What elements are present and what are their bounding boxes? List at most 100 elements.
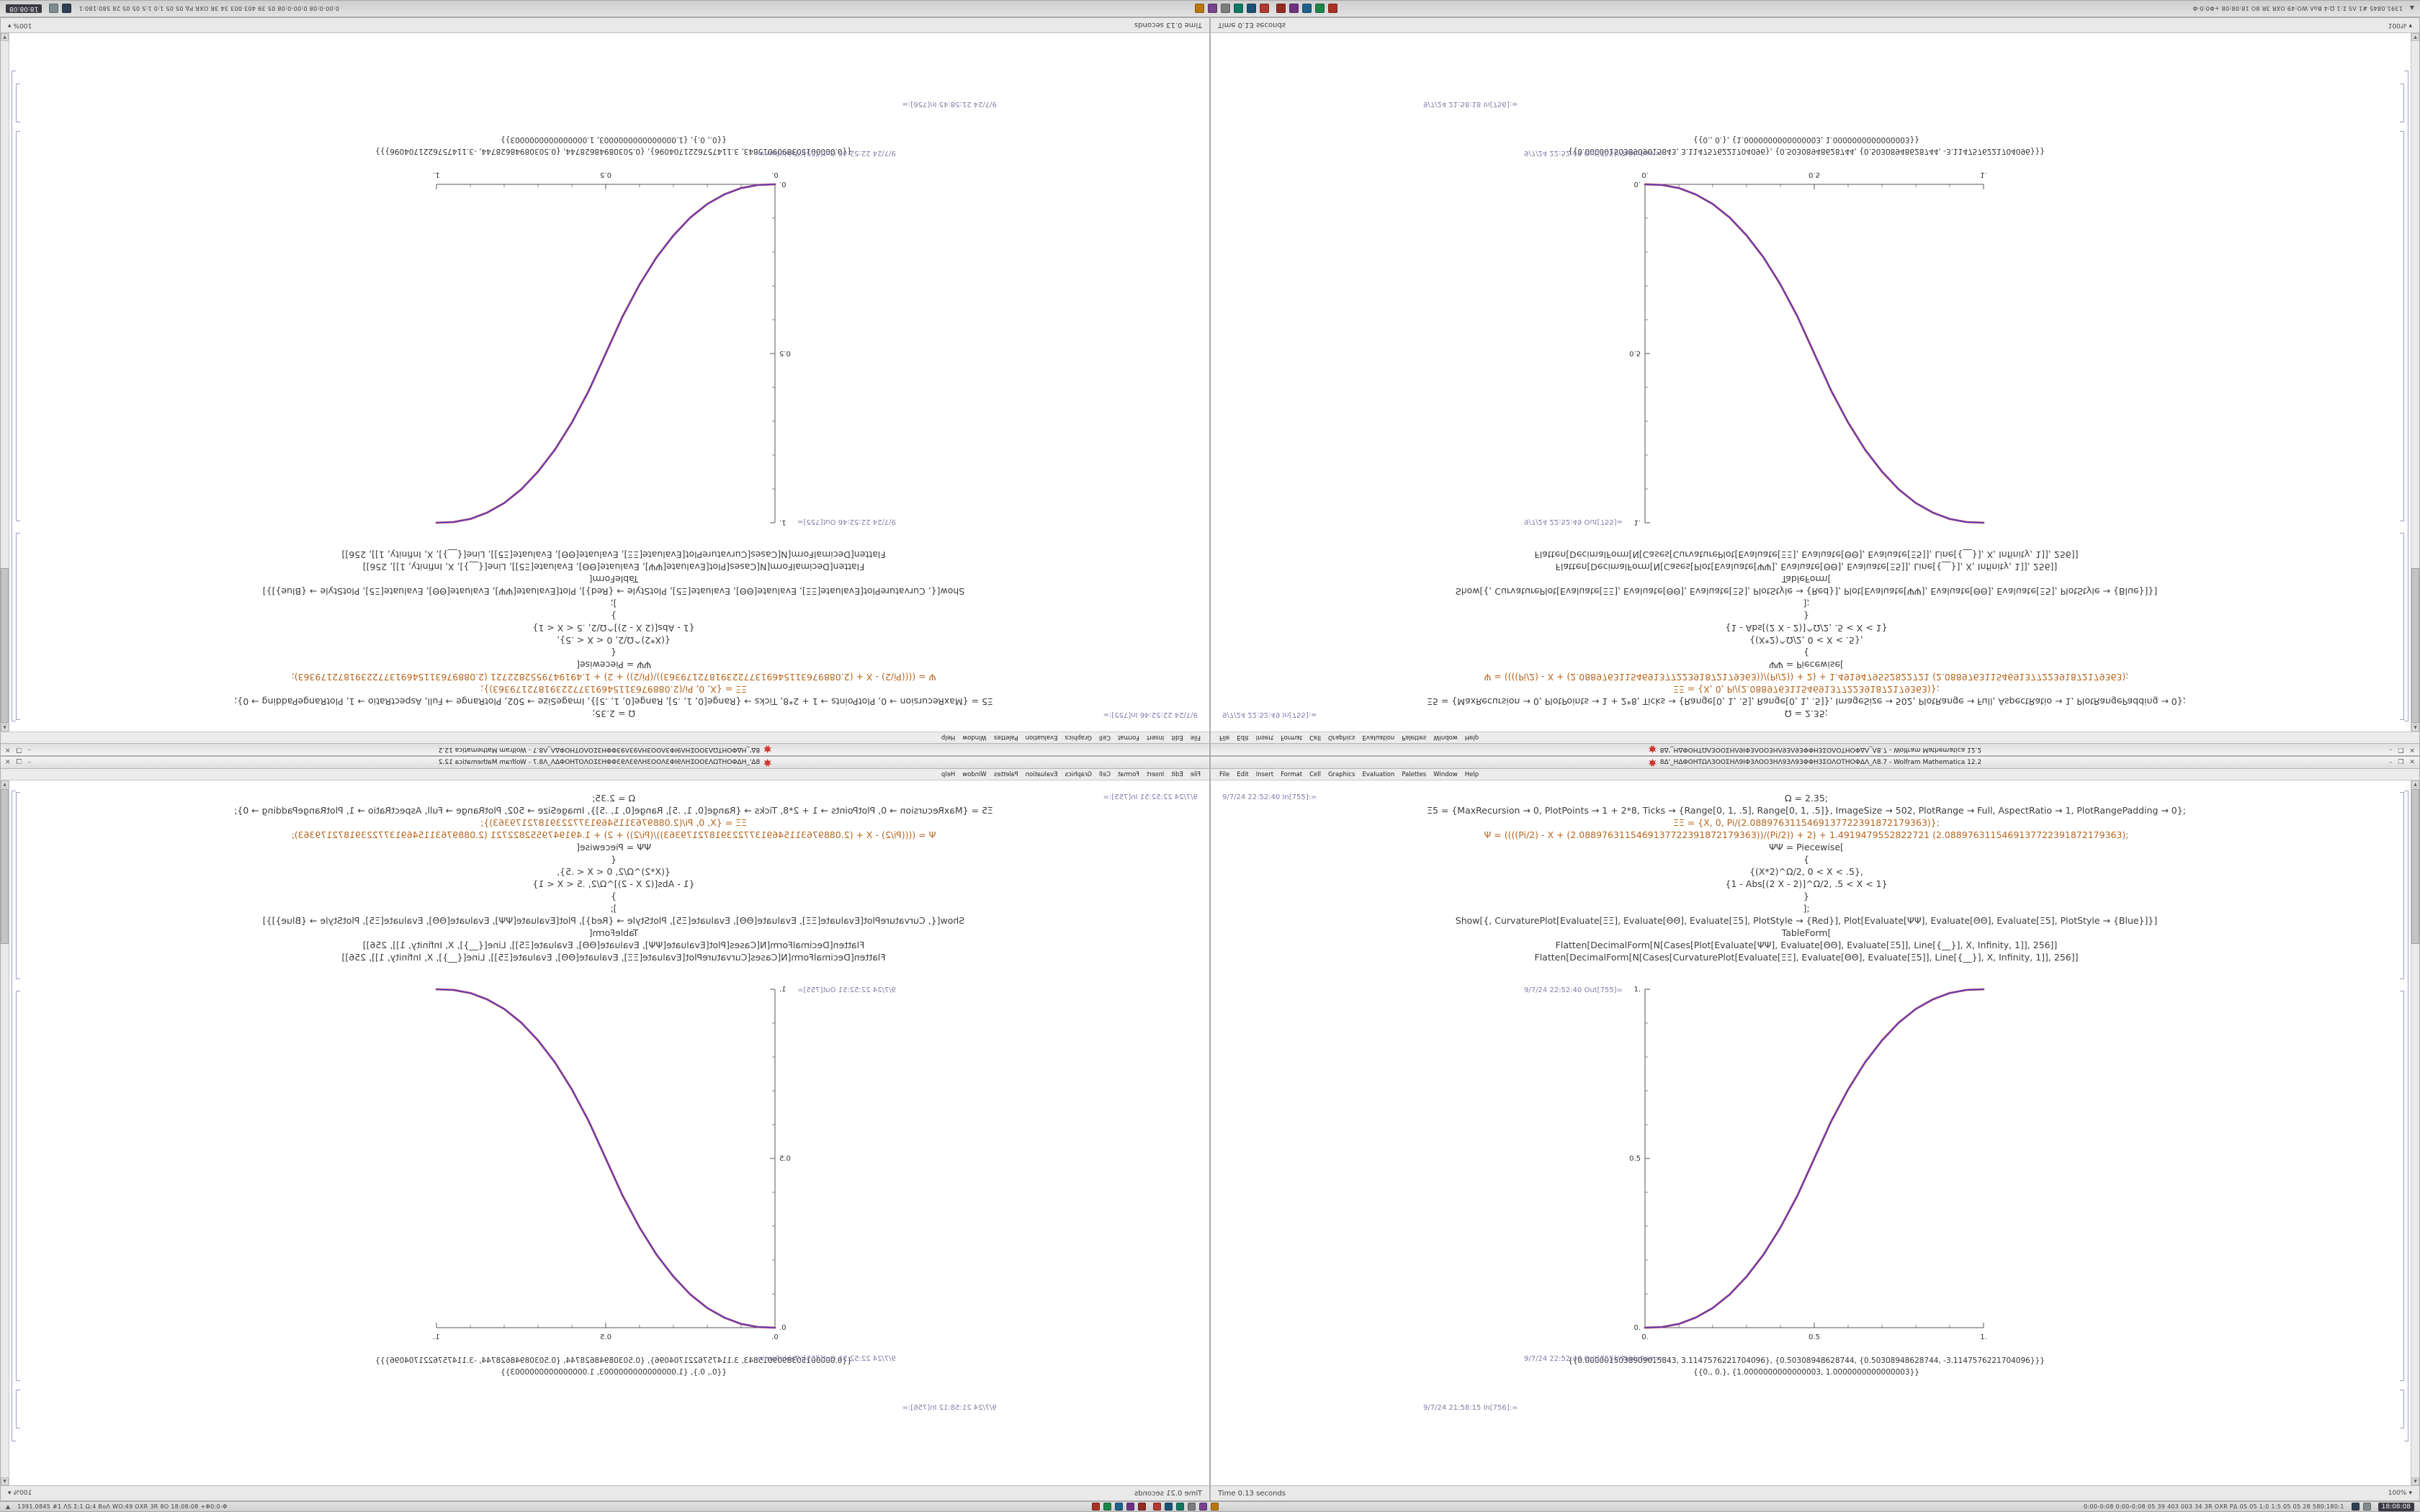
menu-item-insert[interactable]: Insert — [1146, 770, 1165, 778]
cell-bracket-output[interactable] — [2400, 131, 2404, 521]
code-line[interactable]: Ξ5 = {MaxRecursion → 0, PlotPoints → 1 +… — [1427, 696, 2186, 707]
menu-item-format[interactable]: Format — [1117, 770, 1139, 778]
scroll-up-arrow-icon[interactable]: ▲ — [2411, 780, 2419, 788]
input-cell[interactable]: 9/7/24 22:52:46 In[755]:= Ω = 2.35; Ξ5 = … — [18, 549, 1209, 732]
minimize-button[interactable]: – — [2388, 746, 2393, 753]
window-titlebar[interactable]: 8Δ'_ΗΔΦΟΗΤΩΛ3ΟΟΣΗΛ9ΙΦ3ΛΟΟ3ΗΛ93Λ93ΦΦΗ3ΣΟΛ… — [1211, 757, 2419, 769]
scrollbar-thumb[interactable] — [1, 789, 9, 944]
code-line[interactable]: ]; — [610, 903, 617, 914]
code-line[interactable]: } — [611, 891, 617, 901]
menu-item-file[interactable]: File — [1219, 770, 1230, 778]
music-icon[interactable] — [1207, 4, 1217, 14]
scroll-down-arrow-icon[interactable]: ▼ — [1, 1477, 9, 1485]
code-line[interactable]: TableForm[ — [1781, 927, 1832, 938]
menu-item-graphics[interactable]: Graphics — [1065, 734, 1093, 742]
taskbar-bottom[interactable]: ▲ 1391.0845 #1 ΛS Σ:1 Ω:4 ΒοΛ WO:49 ΟΧR 3… — [0, 1501, 2420, 1512]
cell-bracket-input[interactable] — [2400, 792, 2404, 979]
scrollbar-thumb[interactable] — [1, 568, 9, 723]
vertical-scrollbar[interactable]: ▲ ▼ — [1, 780, 9, 1485]
menu-item-file[interactable]: File — [1190, 770, 1201, 778]
code-line[interactable]: ]; — [610, 598, 617, 609]
code-line[interactable]: ΞΞ = {X, 0, Pi/(2.0889763115469137722391… — [1673, 817, 1940, 828]
menu-item-help[interactable]: Help — [1464, 734, 1479, 742]
menu-item-format[interactable]: Format — [1281, 734, 1303, 742]
browser-icon[interactable] — [1259, 4, 1269, 14]
code-line[interactable]: Flatten[DecimalForm[N[Cases[Plot[Evaluat… — [362, 940, 865, 950]
code-line[interactable]: { — [1803, 647, 1809, 658]
next-input-cell[interactable]: 9/7/24 21:58:18 In[756]:= — [1211, 96, 2402, 108]
code-icon[interactable] — [1211, 1503, 1219, 1511]
code-line[interactable]: ]; — [1803, 903, 1810, 914]
code-line[interactable]: Flatten[DecimalForm[N[Cases[CurvaturePlo… — [341, 952, 886, 963]
code-line[interactable]: Ξ5 = {MaxRecursion → 0, PlotPoints → 1 +… — [1427, 805, 2186, 816]
editor-icon[interactable] — [1301, 4, 1312, 14]
menu-item-edit[interactable]: Edit — [1171, 770, 1183, 778]
code-line[interactable]: } — [1803, 611, 1809, 621]
network-icon[interactable] — [2351, 1503, 2360, 1511]
minimize-button[interactable]: – — [27, 746, 32, 753]
menu-item-edit[interactable]: Edit — [1237, 770, 1249, 778]
close-button[interactable]: ✕ — [2409, 746, 2415, 753]
scroll-down-arrow-icon[interactable]: ▼ — [2411, 1477, 2419, 1485]
code-line[interactable]: Show[{, CurvaturePlot[Evaluate[ΞΞ], Eval… — [262, 915, 965, 926]
cell-bracket-tableform[interactable] — [16, 1390, 20, 1428]
menu-item-help[interactable]: Help — [941, 734, 956, 742]
code-line[interactable]: ΨΨ = Piecewise[ — [1769, 660, 1844, 670]
menu-item-insert[interactable]: Insert — [1255, 770, 1274, 778]
code-icon[interactable] — [1194, 4, 1204, 14]
code-line[interactable]: ΞΞ = {X, 0, Pi/(2.0889763115469137722391… — [480, 684, 747, 695]
code-line[interactable]: Ω = 2.35; — [591, 793, 636, 804]
close-button[interactable]: ✕ — [5, 759, 11, 766]
cell-bracket-tableform[interactable] — [16, 84, 20, 122]
code-line[interactable]: TableForm[ — [588, 927, 639, 938]
code-line[interactable]: TableForm[ — [588, 574, 639, 585]
cell-bracket-output[interactable] — [16, 131, 20, 521]
code-line[interactable]: Ψ = ((((Pi/2) - X + (2.08897631154691377… — [1484, 672, 2129, 683]
taskbar-top-rotated[interactable]: ▲ 1391.0845 #1 ΛS Σ:1 Ω:4 ΒοΛ WO:49 ΟΧR 3… — [0, 0, 2420, 17]
cell-group-bracket[interactable] — [2404, 791, 2408, 1441]
code-line[interactable]: Ξ5 = {MaxRecursion → 0, PlotPoints → 1 +… — [234, 805, 993, 816]
menu-item-palettes[interactable]: Palettes — [993, 734, 1018, 742]
code-line[interactable]: Ψ = ((((Pi/2) - X + (2.08897631154691377… — [291, 672, 936, 683]
code-line[interactable]: } — [611, 611, 617, 621]
window-titlebar[interactable]: 8Δ'_ΗΔΦΟΗΤΩΛ3ΟΟΣΗΛ9ΙΦ3ΛΟΟ3ΗΛ93Λ93ΦΦΗ3ΣΟΛ… — [1, 757, 1209, 769]
menu-item-file[interactable]: File — [1190, 734, 1201, 742]
code-line[interactable]: Ω = 2.35; — [591, 708, 636, 719]
cell-group-bracket[interactable] — [2404, 71, 2408, 721]
menu-item-evaluation[interactable]: Evaluation — [1362, 770, 1395, 778]
menu-item-window[interactable]: Window — [962, 734, 987, 742]
menu-item-format[interactable]: Format — [1117, 734, 1139, 742]
code-line[interactable]: Flatten[DecimalForm[N[Cases[CurvaturePlo… — [1534, 952, 2079, 963]
menu-item-insert[interactable]: Insert — [1255, 734, 1274, 742]
code-line[interactable]: Flatten[DecimalForm[N[Cases[Plot[Evaluat… — [1555, 940, 2058, 950]
files-icon[interactable] — [1314, 4, 1325, 14]
next-input-cell[interactable]: 9/7/24 21:58:15 In[756]:= — [1211, 1404, 2402, 1416]
calculator-icon[interactable] — [1233, 4, 1243, 14]
code-line[interactable]: {(X*2)^Ω/2, 0 < X < .5}, — [1749, 866, 1863, 877]
code-line[interactable]: Flatten[DecimalForm[N[Cases[Plot[Evaluat… — [1555, 562, 2058, 572]
menu-item-evaluation[interactable]: Evaluation — [1025, 770, 1058, 778]
menu-item-evaluation[interactable]: Evaluation — [1025, 734, 1058, 742]
menu-item-edit[interactable]: Edit — [1171, 734, 1183, 742]
code-line[interactable]: Ψ = ((((Pi/2) - X + (2.08897631154691377… — [291, 829, 936, 840]
settings-icon[interactable] — [1220, 4, 1230, 14]
code-line[interactable]: {1 - Abs[(2 X - 2)]^Ω/2, .5 < X < 1} — [532, 623, 695, 634]
maximize-button[interactable]: ❒ — [2398, 746, 2404, 753]
vertical-scrollbar[interactable]: ▲ ▼ — [2411, 780, 2419, 1485]
menu-item-graphics[interactable]: Graphics — [1327, 734, 1355, 742]
editor-icon[interactable] — [1115, 1503, 1124, 1511]
mail-icon[interactable] — [1246, 4, 1256, 14]
menu-item-cell[interactable]: Cell — [1099, 734, 1111, 742]
terminal-icon[interactable] — [1092, 1503, 1101, 1511]
menu-item-palettes[interactable]: Palettes — [993, 770, 1018, 778]
input-cell[interactable]: 9/7/24 22:52:51 In[755]:= Ω = 2.35; Ξ5 = … — [18, 780, 1209, 963]
menu-item-palettes[interactable]: Palettes — [1402, 770, 1427, 778]
code-line[interactable]: {(X*2)^Ω/2, 0 < X < .5}, — [557, 866, 671, 877]
scroll-up-arrow-icon[interactable]: ▲ — [2411, 724, 2419, 732]
code-line[interactable]: Flatten[DecimalForm[N[Cases[CurvaturePlo… — [1534, 549, 2079, 560]
maximize-button[interactable]: ❒ — [2398, 759, 2404, 766]
cell-bracket-input[interactable] — [16, 792, 20, 979]
settings-icon[interactable] — [1188, 1503, 1196, 1511]
code-line[interactable]: {1 - Abs[(2 X - 2)]^Ω/2, .5 < X < 1} — [1725, 878, 1888, 889]
terminal-icon[interactable] — [1327, 4, 1337, 14]
